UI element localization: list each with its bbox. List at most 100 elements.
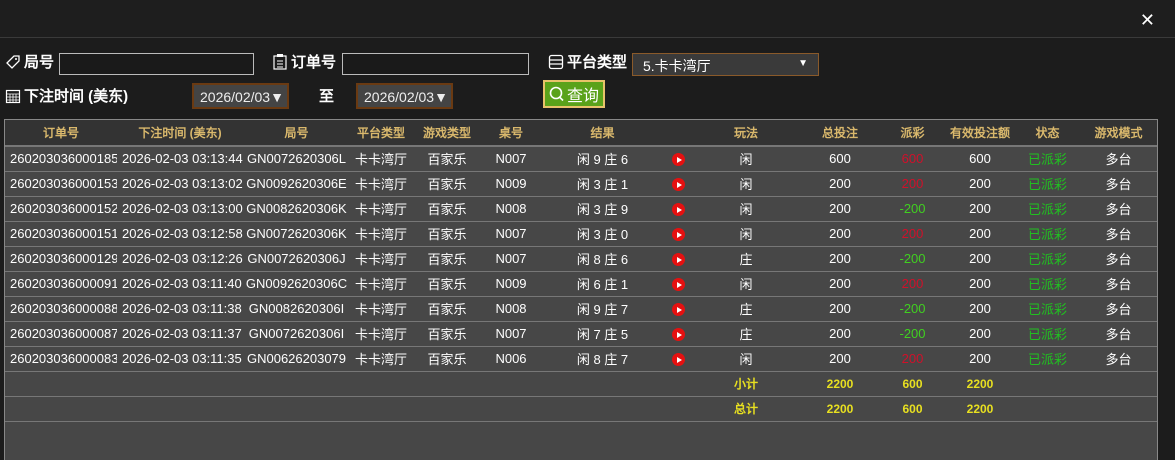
play-replay-icon[interactable] [672,153,685,167]
cell-payout: -200 [880,296,945,322]
orders-table: 订单号 下注时间 (美东) 局号 平台类型 游戏类型 桌号 结果 玩法 总投注 派彩 有效投注额 状态… [4,119,1158,460]
subtotal-valid-bet: 2200 [945,371,1015,397]
play-replay-icon[interactable] [672,178,685,192]
cell-bet-time: 2026-02-03 03:11:35 [117,346,243,372]
cell-bet-time: 2026-02-03 03:12:58 [117,221,243,247]
cell-round-no: GN0092620306C [243,271,350,297]
subtotal-row: 小计 2200 600 2200 [5,371,1157,397]
round-input[interactable] [59,53,254,75]
header-status: 状态 [1015,120,1080,147]
subtotal-payout: 600 [880,371,945,397]
cell-total-bet: 200 [800,271,880,297]
cell-game-mode: 多台 [1080,246,1157,272]
cell-bet-time: 2026-02-03 03:11:40 [117,271,243,297]
cell-replay[interactable] [665,346,692,372]
cell-round-no: GN0072620306I [243,321,350,347]
cell-result: 闲 9 庄 7 [540,296,665,322]
cell-valid-bet: 200 [945,296,1015,322]
play-replay-icon[interactable] [672,328,685,342]
table-row: 260203036000185 2026-02-03 03:13:44 GN0072… [5,146,1157,172]
cell-platform: 卡卡湾厅 [350,321,412,347]
cell-bet-type: 庄 [692,296,800,322]
cell-valid-bet: 600 [945,146,1015,172]
cell-platform: 卡卡湾厅 [350,271,412,297]
order-input[interactable] [342,53,529,75]
round-label: 局号 [5,51,54,72]
cell-bet-type: 闲 [692,146,800,172]
cell-result: 闲 8 庄 7 [540,346,665,372]
list-icon [548,54,564,69]
cell-order-no: 260203036000153 [5,171,117,197]
cell-game-mode: 多台 [1080,221,1157,247]
cell-game-type: 百家乐 [412,346,482,372]
cell-bet-type: 闲 [692,221,800,247]
cell-bet-type: 闲 [692,196,800,222]
cell-payout: -200 [880,196,945,222]
close-icon[interactable]: ✕ [1139,10,1155,30]
cell-platform: 卡卡湾厅 [350,346,412,372]
empty-cell [1015,371,1080,397]
play-replay-icon[interactable] [672,228,685,242]
cell-order-no: 260203036000151 [5,221,117,247]
total-payout: 600 [880,396,945,422]
chevron-down-icon: ▼ [270,89,284,105]
empty-cell [1080,371,1157,397]
cell-game-type: 百家乐 [412,221,482,247]
cell-order-no: 260203036000129 [5,246,117,272]
cell-table-no: N007 [482,246,540,272]
empty-cell [412,396,482,422]
cell-replay[interactable] [665,271,692,297]
cell-replay[interactable] [665,296,692,322]
cell-table-no: N008 [482,196,540,222]
cell-status: 已派彩 [1015,246,1080,272]
empty-cell [243,396,350,422]
play-replay-icon[interactable] [672,203,685,217]
total-valid-bet: 2200 [945,396,1015,422]
play-replay-icon[interactable] [672,278,685,292]
empty-cell [540,396,665,422]
play-replay-icon[interactable] [672,353,685,367]
cell-game-type: 百家乐 [412,246,482,272]
clipboard-icon [273,54,287,70]
cell-replay[interactable] [665,246,692,272]
cell-replay[interactable] [665,321,692,347]
date-from-picker[interactable]: 2026/02/03▼ [192,83,289,109]
cell-replay[interactable] [665,221,692,247]
cell-status: 已派彩 [1015,296,1080,322]
cell-result: 闲 3 庄 0 [540,221,665,247]
cell-replay[interactable] [665,196,692,222]
header-bet-time: 下注时间 (美东) [117,120,243,147]
cell-round-no: GN0072620306L [243,146,350,172]
header-platform: 平台类型 [350,120,412,147]
empty-cell [5,371,117,397]
cell-platform: 卡卡湾厅 [350,221,412,247]
cell-status: 已派彩 [1015,321,1080,347]
cell-replay[interactable] [665,171,692,197]
empty-cell [665,396,692,422]
empty-cell [412,371,482,397]
cell-result: 闲 7 庄 5 [540,321,665,347]
cell-payout: 200 [880,171,945,197]
cell-result: 闲 3 庄 9 [540,196,665,222]
cell-total-bet: 200 [800,321,880,347]
platform-select[interactable]: 5.卡卡湾厅 ▼ [632,53,819,76]
play-replay-icon[interactable] [672,253,685,267]
cell-status: 已派彩 [1015,171,1080,197]
cell-result: 闲 3 庄 1 [540,171,665,197]
header-table-no: 桌号 [482,120,540,147]
cell-bet-time: 2026-02-03 03:13:02 [117,171,243,197]
cell-table-no: N008 [482,296,540,322]
cell-total-bet: 200 [800,171,880,197]
play-replay-icon[interactable] [672,303,685,317]
header-game-mode: 游戏模式 [1080,120,1157,147]
date-to-picker[interactable]: 2026/02/03▼ [356,83,453,109]
header-order-no: 订单号 [5,120,117,147]
empty-cell [117,396,243,422]
table-row: 260203036000088 2026-02-03 03:11:38 GN0082… [5,296,1157,322]
cell-replay[interactable] [665,146,692,172]
query-button[interactable]: 查询 [543,80,605,108]
cell-platform: 卡卡湾厅 [350,171,412,197]
cell-round-no: GN0082620306I [243,296,350,322]
cell-game-type: 百家乐 [412,296,482,322]
cell-valid-bet: 200 [945,246,1015,272]
